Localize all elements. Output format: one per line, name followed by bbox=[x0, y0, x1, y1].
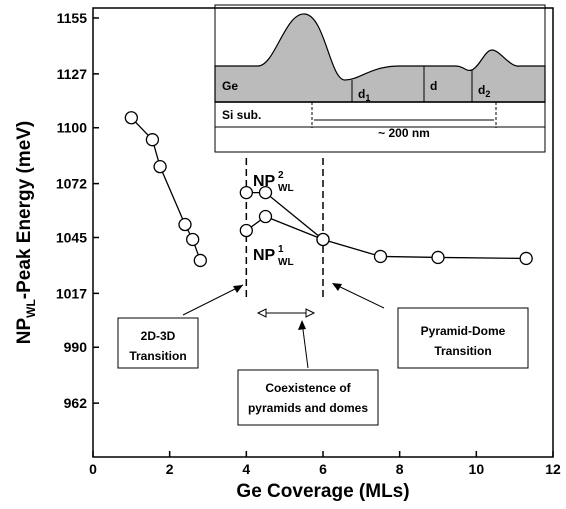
y-tick-label: 1045 bbox=[56, 229, 87, 245]
arrow bbox=[182, 284, 244, 316]
data-point bbox=[178, 217, 192, 232]
inset-label: d bbox=[430, 79, 437, 93]
series-label: WL bbox=[278, 183, 294, 194]
annotation-box bbox=[237, 369, 379, 426]
data-point bbox=[239, 185, 253, 200]
data-point bbox=[239, 223, 253, 238]
series-label: NP 1 WL bbox=[253, 244, 294, 268]
series-line bbox=[245, 215, 324, 241]
data-point bbox=[431, 250, 445, 265]
y-tick-label: 1017 bbox=[56, 285, 87, 301]
inset-label: ~ 200 nm bbox=[378, 126, 430, 140]
y-tick-label: 1100 bbox=[57, 120, 88, 136]
x-tick-label: 10 bbox=[469, 461, 485, 477]
x-tick-label: 0 bbox=[89, 461, 97, 477]
ge-layer bbox=[214, 13, 546, 103]
data-point bbox=[258, 209, 273, 224]
inset-label: 1 bbox=[365, 93, 370, 103]
arrow bbox=[333, 283, 385, 309]
inset-label: Ge bbox=[222, 79, 238, 93]
annotation-text: Transition bbox=[434, 344, 491, 358]
arrow-head bbox=[332, 283, 342, 291]
y-axis-title: -Peak Energy (meV) bbox=[14, 121, 35, 299]
inset-label: Si sub. bbox=[222, 108, 261, 122]
y-tick-label: 1155 bbox=[57, 10, 88, 26]
inset-label: d bbox=[358, 87, 365, 101]
y-axis-title: WL bbox=[24, 299, 38, 318]
series-label: NP 2 WL bbox=[253, 170, 294, 194]
data-point bbox=[519, 251, 533, 266]
inset-label: d1 bbox=[358, 87, 370, 103]
annotation-text: Transition bbox=[129, 349, 186, 363]
y-tick-label: 1072 bbox=[56, 176, 87, 192]
series-label: NP bbox=[253, 173, 276, 190]
annotation-text: Coexistence of bbox=[265, 381, 351, 395]
data-point bbox=[145, 133, 160, 147]
series-label: 1 bbox=[278, 244, 284, 255]
x-tick-label: 8 bbox=[396, 461, 404, 477]
inset: Ge Si sub. d1 d d2 ~ 200 nm bbox=[214, 4, 546, 153]
x-tick-label: 2 bbox=[166, 461, 174, 477]
data-point bbox=[124, 111, 138, 125]
y-tick-label: 962 bbox=[64, 395, 88, 411]
annotation-box bbox=[397, 307, 529, 369]
x-axis-title: Ge Coverage (MLs) bbox=[236, 481, 409, 502]
y-axis-title: NP bbox=[14, 318, 35, 345]
data-point bbox=[316, 232, 330, 247]
data-point bbox=[373, 249, 388, 264]
x-tick-label: 4 bbox=[242, 461, 250, 477]
annotation-box bbox=[117, 317, 199, 369]
arrow-head bbox=[256, 308, 316, 318]
data-point bbox=[186, 232, 200, 247]
arrow-head bbox=[233, 285, 243, 293]
x-tick-label: 6 bbox=[319, 461, 327, 477]
annotation-boxes bbox=[117, 283, 529, 426]
arrow bbox=[301, 321, 309, 369]
series-label: WL bbox=[278, 257, 294, 268]
data-point bbox=[153, 159, 167, 174]
annotation-text: 2D-3D bbox=[141, 329, 176, 343]
y-tick-label: 1127 bbox=[57, 66, 88, 82]
annotation-text: pyramids and domes bbox=[248, 401, 368, 415]
x-tick-label: 12 bbox=[545, 461, 561, 477]
y-tick-label: 990 bbox=[64, 339, 88, 355]
annotation-text: Pyramid-Dome bbox=[421, 324, 506, 338]
inset-label: 2 bbox=[485, 89, 490, 99]
series-label: 2 bbox=[278, 170, 284, 181]
series-label: NP bbox=[253, 247, 276, 264]
inset-label: d bbox=[478, 83, 485, 97]
data-point bbox=[193, 253, 207, 268]
data-point bbox=[258, 185, 273, 200]
y-axis-title: NPWL-Peak Energy (meV) bbox=[14, 121, 38, 345]
inset-label: d2 bbox=[478, 83, 490, 99]
arrow-head bbox=[298, 320, 306, 330]
